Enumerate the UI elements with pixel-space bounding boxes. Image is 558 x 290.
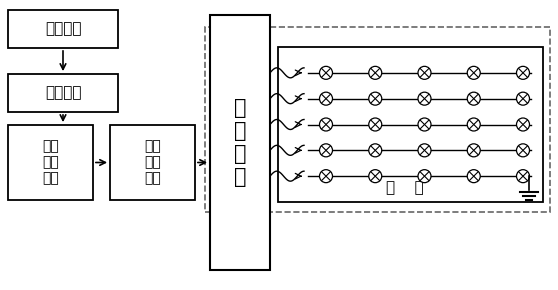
Bar <box>8 10 118 48</box>
Text: 微
处
理
器: 微 处 理 器 <box>234 98 246 187</box>
Circle shape <box>517 170 530 183</box>
Circle shape <box>418 118 431 131</box>
Circle shape <box>369 144 382 157</box>
Circle shape <box>369 92 382 105</box>
Circle shape <box>369 66 382 79</box>
Circle shape <box>517 66 530 79</box>
Text: 第一开关: 第一开关 <box>45 86 81 101</box>
Circle shape <box>517 144 530 157</box>
Text: 声音
处理
单元: 声音 处理 单元 <box>144 139 161 186</box>
Circle shape <box>467 92 480 105</box>
Circle shape <box>467 118 480 131</box>
Bar <box>205 27 550 212</box>
Bar <box>278 47 543 202</box>
Circle shape <box>418 144 431 157</box>
Circle shape <box>369 118 382 131</box>
Circle shape <box>320 170 333 183</box>
Text: 灯    带: 灯 带 <box>386 180 424 195</box>
Circle shape <box>467 170 480 183</box>
Circle shape <box>418 170 431 183</box>
Circle shape <box>320 92 333 105</box>
Circle shape <box>467 66 480 79</box>
Circle shape <box>418 66 431 79</box>
Bar <box>8 74 118 112</box>
Bar <box>8 125 93 200</box>
Circle shape <box>320 144 333 157</box>
Bar <box>210 15 270 270</box>
Text: 第一电源: 第一电源 <box>45 21 81 37</box>
Circle shape <box>369 170 382 183</box>
Circle shape <box>517 118 530 131</box>
Text: 声音
采集
单元: 声音 采集 单元 <box>42 139 59 186</box>
Circle shape <box>418 92 431 105</box>
Circle shape <box>467 144 480 157</box>
Circle shape <box>517 92 530 105</box>
Bar <box>110 125 195 200</box>
Circle shape <box>320 66 333 79</box>
Circle shape <box>320 118 333 131</box>
